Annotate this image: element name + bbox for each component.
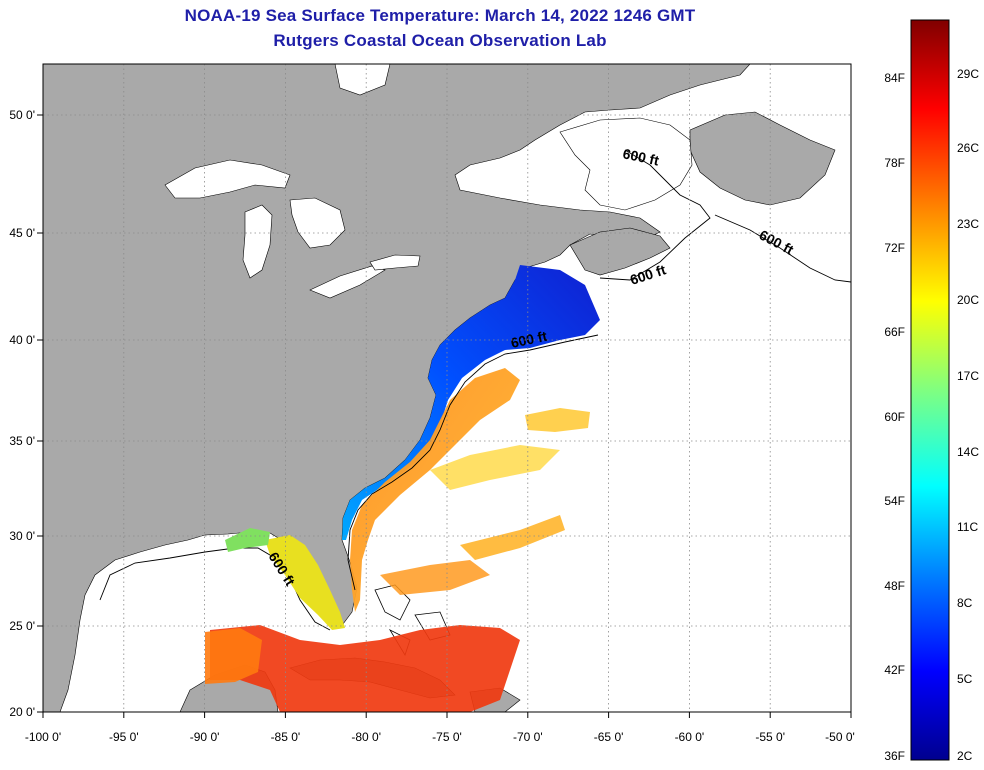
lake-superior xyxy=(164,159,291,199)
cb-f-60: 60F xyxy=(884,410,905,424)
cb-c-26: 26C xyxy=(957,141,979,155)
cb-c-14: 14C xyxy=(957,445,979,459)
lat-tick-25: 25 0' xyxy=(9,619,35,633)
lat-tick-20: 20 0' xyxy=(9,705,35,719)
cb-c-29: 29C xyxy=(957,67,979,81)
sst-gulf-west xyxy=(205,628,262,684)
cb-f-54: 54F xyxy=(884,494,905,508)
lake-michigan xyxy=(242,204,273,279)
sst-warm-patch-1 xyxy=(525,408,590,432)
lat-tick-50: 50 0' xyxy=(9,108,35,122)
latitude-axis: 50 0' 45 0' 40 0' 35 0' 30 0' 25 0' 20 0… xyxy=(9,108,43,719)
cb-c-2: 2C xyxy=(957,749,973,763)
sst-warm-patch-4 xyxy=(380,560,490,595)
map-subtitle: Rutgers Coastal Ocean Observation Lab xyxy=(273,31,607,50)
cb-f-42: 42F xyxy=(884,663,905,677)
lon-tick-minus-95: -95 0' xyxy=(109,730,139,744)
water-gulf-st-lawrence xyxy=(559,117,693,211)
lon-tick-minus-75: -75 0' xyxy=(432,730,462,744)
cb-c-11: 11C xyxy=(957,520,978,534)
sst-gulf-stream xyxy=(350,368,520,612)
cb-f-48: 48F xyxy=(884,579,905,593)
lon-tick-minus-60: -60 0' xyxy=(675,730,705,744)
grand-banks-isobath xyxy=(714,214,851,283)
graticule xyxy=(43,64,851,712)
sst-gulf-coast xyxy=(225,528,270,552)
land-newfoundland xyxy=(689,111,836,206)
cb-c-17: 17C xyxy=(957,369,979,383)
lon-tick-minus-50: -50 0' xyxy=(825,730,855,744)
sst-florida-shelf xyxy=(265,535,345,630)
sst-shelf-cold xyxy=(342,265,600,540)
lake-huron xyxy=(289,197,346,249)
lon-tick-minus-85: -85 0' xyxy=(271,730,301,744)
lon-tick-minus-65: -65 0' xyxy=(594,730,624,744)
land-nova-scotia xyxy=(569,227,671,276)
lon-tick-minus-100: -100 0' xyxy=(25,730,61,744)
lon-tick-minus-70: -70 0' xyxy=(513,730,543,744)
lat-tick-40: 40 0' xyxy=(9,333,35,347)
cb-f-66: 66F xyxy=(884,325,905,339)
cb-f-36: 36F xyxy=(884,749,905,763)
colorbar-fahrenheit-scale: 84F 78F 72F 66F 60F 54F 48F 42F 36F xyxy=(884,71,905,763)
cb-c-20: 20C xyxy=(957,293,979,307)
lake-erie xyxy=(309,265,386,299)
cb-f-78: 78F xyxy=(884,156,905,170)
cb-c-5: 5C xyxy=(957,672,973,686)
sst-caribbean xyxy=(210,625,520,712)
colorbar-celsius-scale: 29C 26C 23C 20C 17C 14C 11C 8C 5C 2C xyxy=(957,67,979,763)
east-coast-isobath xyxy=(347,334,599,591)
temperature-colorbar xyxy=(910,19,950,761)
lake-ontario xyxy=(369,254,421,271)
cb-c-23: 23C xyxy=(957,217,979,231)
cb-f-72: 72F xyxy=(884,241,905,255)
map-title: NOAA-19 Sea Surface Temperature: March 1… xyxy=(184,6,696,25)
lat-tick-45: 45 0' xyxy=(9,226,35,240)
sst-warm-patch-3 xyxy=(460,515,565,560)
longitude-axis: -100 0' -95 0' -90 0' -85 0' -80 0' -75 … xyxy=(25,712,855,744)
hudson-james-bay xyxy=(334,64,391,96)
lat-tick-35: 35 0' xyxy=(9,434,35,448)
cb-f-84: 84F xyxy=(884,71,905,85)
lon-tick-minus-90: -90 0' xyxy=(190,730,220,744)
gulf-isobath xyxy=(99,547,331,631)
isobath-label-gulf-of-st-lawrence: 600 ft xyxy=(621,145,660,168)
isobath-label-mid-atlantic: 600 ft xyxy=(509,328,548,351)
lat-tick-30: 30 0' xyxy=(9,529,35,543)
lon-tick-minus-55: -55 0' xyxy=(755,730,785,744)
cb-c-8: 8C xyxy=(957,596,973,610)
lon-tick-minus-80: -80 0' xyxy=(351,730,381,744)
nova-scotia-isobath xyxy=(599,149,711,281)
